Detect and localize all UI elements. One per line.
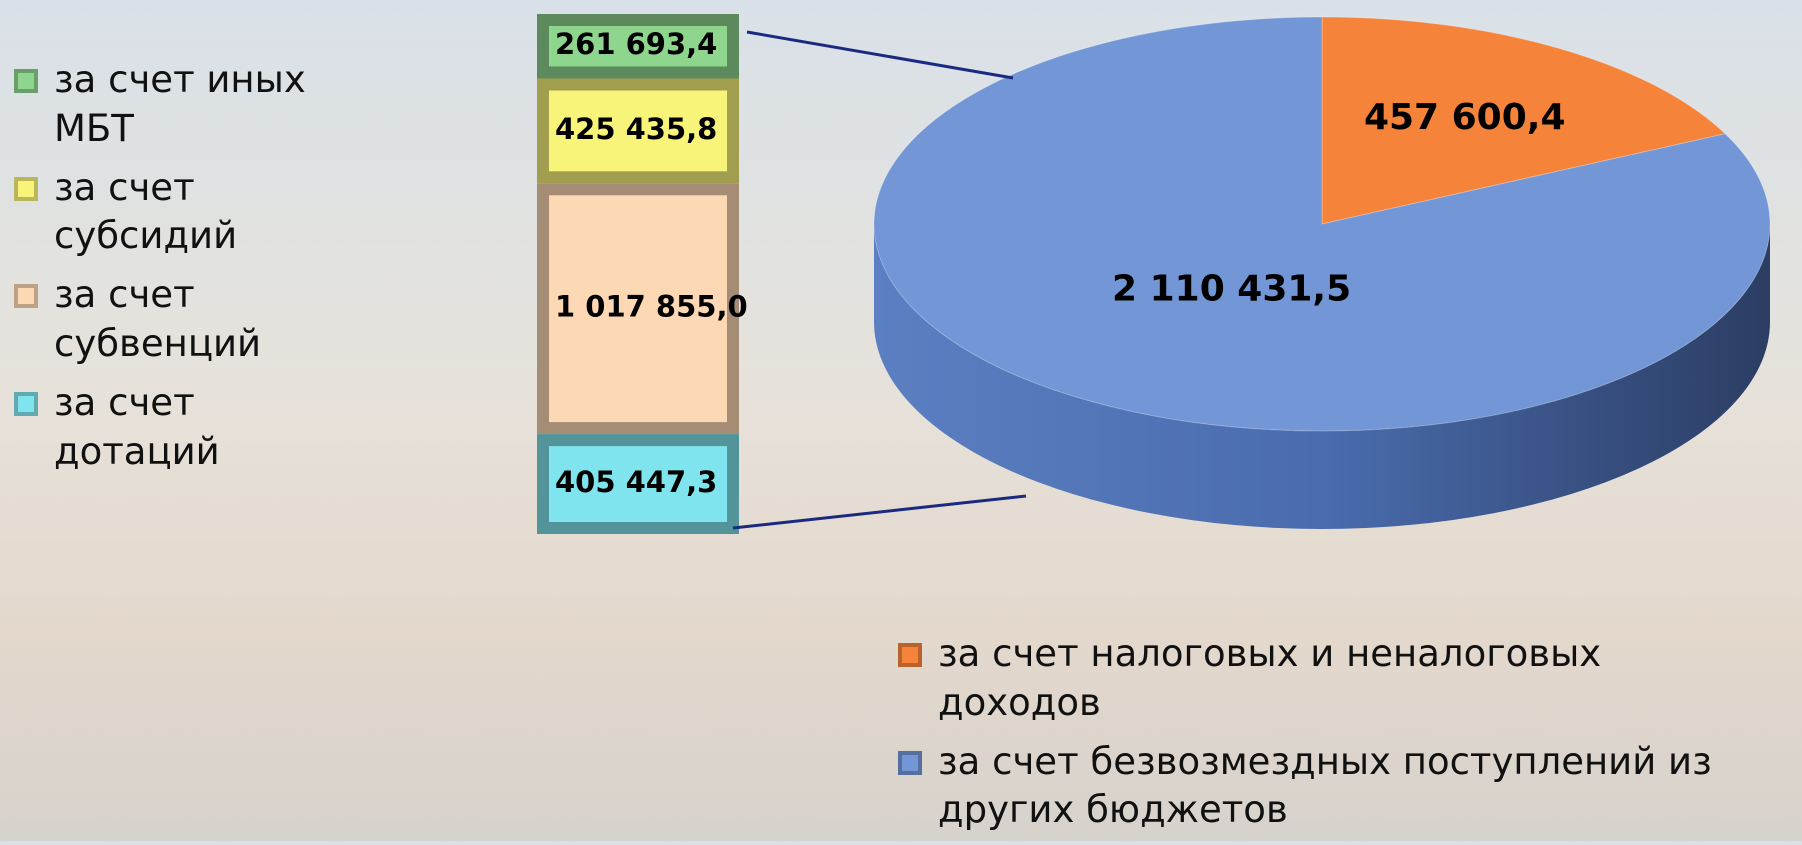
data-label: 425 435,8 [555,112,717,146]
legend: за счет налоговых и неналоговых доходов з… [898,630,1758,845]
legend-label: за счет дотаций [54,381,220,473]
legend-item: за счет иных МБТ [14,56,344,154]
legend-item: за счет субсидий [14,164,344,262]
data-label: 1 017 855,0 [555,290,748,324]
data-label: 2 110 431,5 [1112,269,1351,310]
legend-item: за счет субвенций [14,271,344,369]
legend: за счет иных МБТ за счет субсидий за счет … [14,56,344,487]
legend-swatch [898,751,922,775]
connector [747,32,1013,78]
legend-swatch [14,392,38,416]
legend-item: за счет налоговых и неналоговых доходов [898,630,1758,728]
legend-label: за счет субсидий [54,166,237,258]
legend-swatch [898,643,922,667]
legend-item: за счет дотаций [14,379,344,477]
page: 457 600,4 2 110 431,5 261 693,4 425 435,8 1 … [0,0,1802,841]
legend-swatch [14,284,38,308]
legend-label: за счет безвозмездных поступлений из дру… [938,740,1712,832]
legend-item: за счет безвозмездных поступлений из дру… [898,738,1758,836]
legend-swatch [14,177,38,201]
legend-label: за счет субвенций [54,273,261,365]
legend-swatch [14,69,38,93]
data-label: 457 600,4 [1364,97,1566,138]
data-label: 261 693,4 [555,27,717,61]
connector [733,496,1026,528]
data-label: 405 447,3 [555,465,717,499]
legend-label: за счет налоговых и неналоговых доходов [938,632,1601,724]
legend-label: за счет иных МБТ [54,58,306,150]
